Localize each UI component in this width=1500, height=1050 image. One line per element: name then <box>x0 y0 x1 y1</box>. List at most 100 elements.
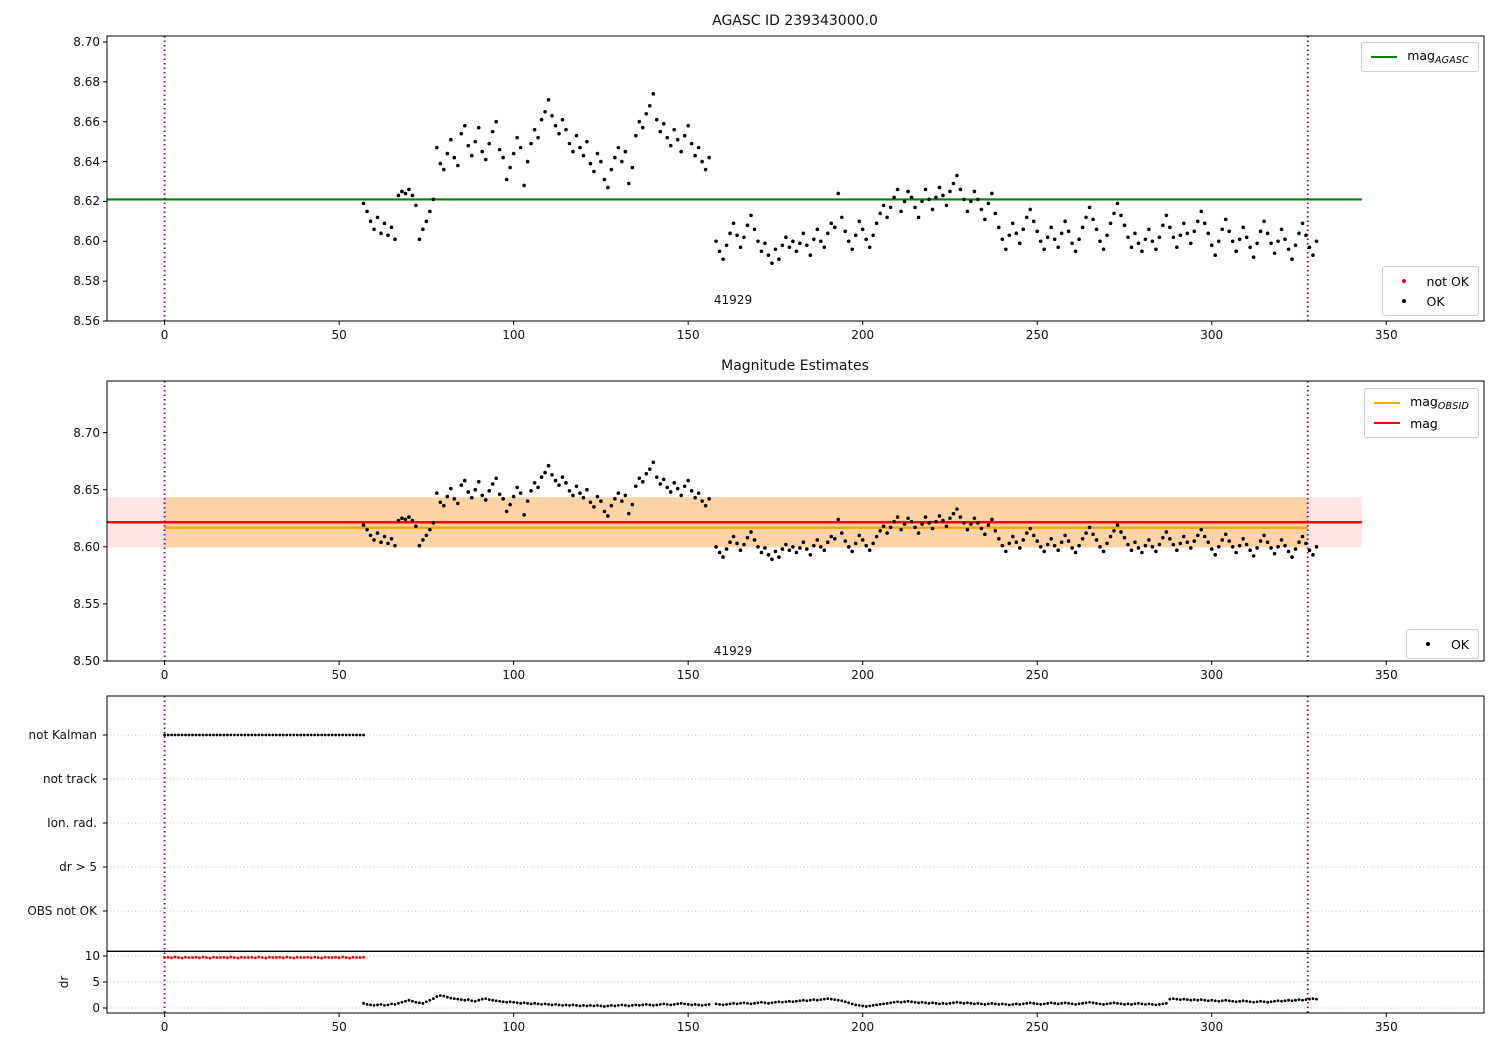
chart2-spines <box>106 380 1485 662</box>
ok-point-top <box>564 127 568 132</box>
dr-point <box>843 1000 847 1004</box>
not-kalman-point <box>212 733 215 737</box>
dr-tick-label: 0 <box>92 1001 100 1015</box>
not-kalman-point <box>222 733 226 737</box>
legend-row-mag-agasc: magAGASC <box>1371 47 1469 67</box>
ok-point-middle <box>1028 526 1033 531</box>
not-kalman-point <box>295 733 299 737</box>
ok-point-middle <box>1031 533 1036 538</box>
dr-capped-point <box>285 955 289 959</box>
dr-point <box>540 1002 543 1006</box>
dr-point <box>972 1002 976 1006</box>
dr-point <box>424 1000 428 1004</box>
dr-point <box>798 999 802 1003</box>
ok-point-top <box>1073 249 1078 254</box>
dr-capped-point <box>309 956 313 960</box>
dr-capped-point <box>233 956 236 959</box>
dr-point <box>1252 1000 1256 1004</box>
ok-point-top <box>661 121 666 126</box>
dr-point <box>1213 999 1217 1003</box>
ok-point-top <box>759 249 764 254</box>
ok-point-middle <box>407 515 411 519</box>
y-tick-label-middle: 8.50 <box>73 654 100 668</box>
ok-point-middle <box>452 497 457 501</box>
not-kalman-point <box>233 733 236 737</box>
ok-point-middle <box>958 515 963 519</box>
ok-point-top <box>504 177 509 182</box>
ok-point-top <box>515 135 519 140</box>
dr-point <box>397 1001 400 1005</box>
dr-point <box>641 1003 645 1007</box>
ok-point-top <box>490 129 495 134</box>
dr-capped-point <box>198 956 201 960</box>
dr-point <box>613 1004 617 1008</box>
ok-point-middle <box>647 467 652 471</box>
ok-point-middle <box>372 538 376 542</box>
dr-point <box>428 998 432 1002</box>
legend-row-mag-obsid: magOBSID <box>1374 393 1469 413</box>
dr-point <box>620 1003 624 1007</box>
ok-point-middle <box>553 478 558 483</box>
ok-point-middle <box>511 494 516 499</box>
dr-capped-point <box>222 955 226 959</box>
dr-point <box>1095 1001 1098 1005</box>
ok-point-middle <box>1101 549 1106 554</box>
ok-point-top <box>1182 221 1186 226</box>
ok-point-middle <box>1223 532 1228 537</box>
ok-point-top <box>770 261 774 266</box>
dr-point <box>1203 998 1207 1002</box>
ok-point-top <box>874 221 879 226</box>
ok-point-middle <box>490 482 495 486</box>
dr-capped-point <box>341 955 345 959</box>
dr-point <box>721 1003 725 1007</box>
ok-point-top <box>742 235 746 240</box>
dr-point <box>787 999 791 1003</box>
ok-point-top <box>686 123 690 128</box>
dr-point <box>1039 1002 1043 1006</box>
dr-point <box>662 1002 666 1006</box>
ok-point-top <box>916 215 921 220</box>
ok-point-top <box>693 153 697 158</box>
dr-capped-point <box>184 955 187 959</box>
dr-point <box>543 1002 547 1006</box>
chart3-spines <box>106 695 1485 1014</box>
dr-point <box>655 1003 659 1007</box>
dr-point <box>651 1004 655 1007</box>
dr-capped-point <box>295 955 299 959</box>
ok-point-middle <box>588 500 593 505</box>
not-kalman-point <box>341 733 345 737</box>
ok-point-middle <box>902 522 907 526</box>
ok-point-top <box>979 207 984 212</box>
ok-point-top <box>899 209 903 214</box>
dr-point <box>983 1002 987 1006</box>
ok-point-middle <box>916 531 921 535</box>
dr-point <box>1231 999 1235 1003</box>
ok-point-top <box>812 237 816 242</box>
dr-point <box>899 1000 903 1004</box>
dr-point <box>379 1002 383 1006</box>
dr-point <box>979 1002 983 1006</box>
ok-point-middle <box>787 548 792 553</box>
dr-point <box>1130 1002 1133 1006</box>
flag-category-label: dr > 5 <box>59 860 97 874</box>
ok-point-middle <box>871 541 875 546</box>
not-kalman-point <box>173 733 177 737</box>
dr-point <box>753 1001 756 1005</box>
ok-point-middle <box>1140 550 1144 555</box>
dr-point <box>400 1000 404 1004</box>
dr-point <box>477 998 481 1002</box>
dr-point <box>962 1001 966 1005</box>
ok-point-middle <box>361 523 366 527</box>
ok-point-top <box>675 137 680 142</box>
dr-point <box>1025 1001 1029 1005</box>
not-kalman-point <box>187 733 191 737</box>
ok-point-top <box>962 197 966 202</box>
dr-point <box>735 1002 739 1006</box>
dr-point <box>864 1005 868 1008</box>
ok-point-middle <box>700 499 704 503</box>
dr-point <box>794 999 798 1003</box>
dr-point <box>1046 1001 1050 1005</box>
ok-point-top <box>592 169 596 174</box>
ok-point-middle <box>1126 542 1130 547</box>
dr-point <box>459 998 463 1002</box>
